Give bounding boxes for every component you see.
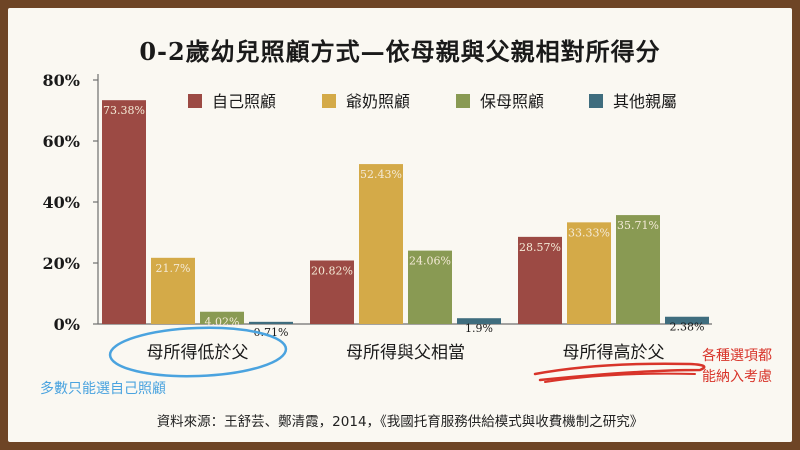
legend: 自己照顧 爺奶照顧 保母照顧 其他親屬 — [188, 92, 677, 111]
y-tick-label: 80% — [43, 71, 80, 90]
bar — [567, 222, 611, 324]
left-annotation: 多數只能選自己照顧 — [40, 380, 166, 397]
x-axis-labels: 母所得低於父 母所得與父相當 母所得高於父 — [147, 343, 665, 363]
source-citation: 資料來源：王舒芸、鄭清霞，2014，《我國托育服務供給模式與收費機制之研究》 — [156, 414, 644, 430]
data-label: 28.57% — [519, 241, 561, 254]
bar-group: 73.38% 20.82% 28.57% 21.7% 52.43% 33.33% 4.02%… — [102, 100, 709, 339]
x-tick-label: 母所得與父相當 — [346, 343, 465, 363]
right-annotation-line1: 各種選項都 — [702, 348, 772, 364]
bar — [616, 215, 660, 324]
bar — [310, 260, 354, 324]
legend-swatch — [188, 94, 202, 108]
data-label: 35.71% — [617, 219, 659, 232]
legend-label: 其他親屬 — [613, 92, 677, 111]
bar — [665, 316, 709, 324]
y-tick-label: 40% — [43, 193, 80, 212]
y-tick-label: 0% — [54, 315, 80, 334]
bar — [408, 250, 452, 324]
legend-label: 爺奶照顧 — [346, 92, 410, 111]
underline-scribble-1 — [533, 362, 706, 382]
data-label: 73.38% — [103, 104, 145, 117]
data-label: 1.9% — [465, 322, 493, 335]
bar — [151, 257, 195, 324]
right-annotation-line2: 能納入考慮 — [702, 369, 772, 385]
legend-swatch — [322, 94, 336, 108]
highlight-circle — [108, 326, 288, 378]
y-tick-label: 60% — [43, 132, 80, 151]
bar — [457, 318, 501, 324]
chart-title: 0-2歲幼兒照顧方式—依母親與父親相對所得分 — [139, 37, 661, 66]
bar — [249, 321, 293, 324]
legend-swatch — [589, 94, 603, 108]
x-tick-label: 母所得低於父 — [147, 343, 249, 363]
legend-label: 自己照顧 — [212, 92, 276, 111]
bar — [518, 236, 562, 324]
x-tick-label: 母所得高於父 — [563, 343, 665, 363]
data-label: 21.7% — [156, 262, 191, 275]
y-tick-label: 20% — [43, 254, 80, 273]
legend-label: 保母照顧 — [480, 92, 544, 111]
data-label: 2.38% — [670, 321, 705, 334]
legend-swatch — [456, 94, 470, 108]
underline-scribble-2 — [544, 372, 696, 383]
bar — [102, 100, 146, 324]
bar — [359, 164, 403, 324]
data-label: 52.43% — [360, 168, 402, 181]
data-label: 0.71% — [254, 326, 289, 339]
data-label: 24.06% — [409, 255, 451, 268]
y-axis: 0% 20% 40% 60% 80% — [43, 71, 712, 334]
bar — [200, 311, 244, 324]
data-label: 33.33% — [568, 226, 610, 239]
data-label: 20.82% — [311, 264, 353, 277]
data-label: 4.02% — [205, 316, 240, 329]
